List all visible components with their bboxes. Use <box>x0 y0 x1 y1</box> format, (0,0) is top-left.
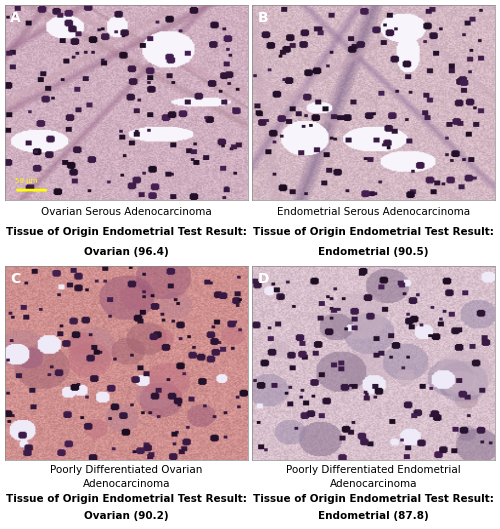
Text: Endometrial (90.5): Endometrial (90.5) <box>318 247 429 257</box>
Text: Ovarian (96.4): Ovarian (96.4) <box>84 247 168 257</box>
Text: A: A <box>10 11 20 25</box>
Text: Endometrial Serous Adenocarcinoma: Endometrial Serous Adenocarcinoma <box>277 206 470 216</box>
Text: Endometrial (87.8): Endometrial (87.8) <box>318 512 429 522</box>
Text: Poorly Differentiated Ovarian: Poorly Differentiated Ovarian <box>50 465 203 475</box>
Text: Tissue of Origin Endometrial Test Result:: Tissue of Origin Endometrial Test Result… <box>254 495 494 504</box>
Text: Adenocarcinoma: Adenocarcinoma <box>82 479 170 489</box>
Text: D: D <box>258 271 269 286</box>
Text: 50 μm: 50 μm <box>14 178 37 184</box>
Text: Ovarian (90.2): Ovarian (90.2) <box>84 512 168 522</box>
Text: Tissue of Origin Endometrial Test Result:: Tissue of Origin Endometrial Test Result… <box>6 495 246 504</box>
Text: Tissue of Origin Endometrial Test Result:: Tissue of Origin Endometrial Test Result… <box>6 226 246 236</box>
Text: Tissue of Origin Endometrial Test Result:: Tissue of Origin Endometrial Test Result… <box>254 226 494 236</box>
Text: B: B <box>258 11 268 25</box>
Text: Ovarian Serous Adenocarcinoma: Ovarian Serous Adenocarcinoma <box>41 206 211 216</box>
Text: Adenocarcinoma: Adenocarcinoma <box>330 479 418 489</box>
Text: C: C <box>10 271 20 286</box>
Text: Poorly Differentiated Endometrial: Poorly Differentiated Endometrial <box>286 465 461 475</box>
